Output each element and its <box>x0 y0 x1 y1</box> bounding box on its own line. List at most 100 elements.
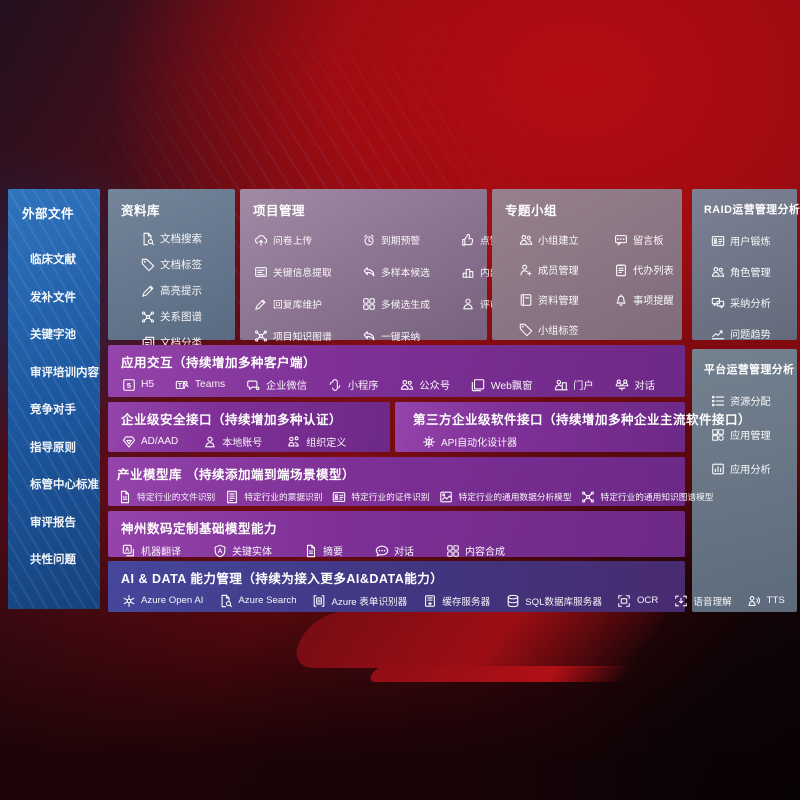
feature-label: 一键采纳 <box>381 331 421 343</box>
h5-icon: 5 <box>121 377 136 392</box>
group-feature: 事项提醒 <box>613 292 682 307</box>
puzzle-icon <box>361 296 376 311</box>
industry-model-row: 产业模型库 （持续添加端到端场景模型） 特定行业的文件识别 特定行业的票据识别 特定… <box>108 457 713 506</box>
red-emblem-shape <box>281 612 669 668</box>
ai-capability: Azure 表单识别器 <box>312 593 408 608</box>
feature-label: H5 <box>141 379 155 390</box>
translate-icon: A <box>121 543 136 558</box>
people-icon <box>518 232 533 247</box>
feature-label: 高亮提示 <box>160 285 202 297</box>
feature-label: 共性问题 <box>30 554 76 566</box>
id-card-icon <box>710 233 725 248</box>
feature-label: 关系图谱 <box>160 311 202 323</box>
industry-model: 特定行业的文件识别 <box>117 489 215 504</box>
feature-label: 特定行业的票据识别 <box>244 492 323 502</box>
pen-icon <box>253 296 268 311</box>
invoice-icon <box>224 489 239 504</box>
industry-model: 特定行业的票据识别 <box>224 489 322 504</box>
teams-icon: T <box>175 377 190 392</box>
feature-label: 缓存服务器 <box>442 596 491 608</box>
chat-people-icon <box>614 377 629 392</box>
feature-label: 文档搜索 <box>160 233 202 245</box>
swoosh-arrow-icon <box>361 328 376 343</box>
doc-search-icon <box>140 231 155 246</box>
feature-label: 用户锻炼 <box>730 237 771 248</box>
feature-label: 小组建立 <box>538 236 579 247</box>
feature-label: 问题趋势 <box>730 330 771 341</box>
feature-label: 对话 <box>394 547 414 558</box>
feature-label: 公众号 <box>419 381 451 392</box>
project-feature: 项目知识图谱 <box>253 328 350 343</box>
platform-feature: 应用管理 <box>710 427 797 442</box>
panel-title: 平台运营管理分析 <box>704 364 795 376</box>
list-icon <box>710 393 725 408</box>
repository-feature: 关系图谱 <box>140 309 235 324</box>
knowledge-graph-icon <box>140 309 155 324</box>
feature-label: 特定行业的文件识别 <box>137 492 216 502</box>
feature-label: 门户 <box>573 381 594 392</box>
project-feature: 问卷上传 <box>253 232 350 247</box>
platform-feature: 应用分析 <box>710 461 797 476</box>
base-model-capability: 对话 <box>374 543 414 558</box>
tag-icon <box>518 322 533 337</box>
wechat-work-icon <box>246 377 261 392</box>
cloud-upload-icon <box>253 232 268 247</box>
feature-label: 组织定义 <box>306 438 347 449</box>
feature-label: 语音理解 <box>693 596 732 608</box>
thirdparty-software-row: 第三方企业级软件接口（持续增加多种企业主流软件接口） API自动化设计器 <box>395 402 751 452</box>
tag-icon <box>140 257 155 272</box>
feature-label: Azure 表单识别器 <box>331 596 408 608</box>
raid-ops-analysis-panel: RAID运营管理分析 用户锻炼 角色管理 采纳分析 问题趋势 <box>692 189 800 341</box>
enterprise-security-row: 企业级安全接口（持续增加多种认证） AD/AAD 本地账号 组织定义 <box>108 402 390 452</box>
web-window-icon <box>471 377 486 392</box>
group-feature: 留言板 <box>613 232 682 247</box>
group-feature: 资料管理 <box>518 292 602 307</box>
feature-label: API自动化设计器 <box>441 438 518 449</box>
feature-label: Azure Search <box>238 595 297 606</box>
swoosh-arrow-icon <box>361 264 376 279</box>
alarm-icon <box>361 232 376 247</box>
people-icon <box>710 264 725 279</box>
feature-label: 特定行业的通用数据分析模型 <box>458 492 572 502</box>
miniprogram-icon <box>328 377 343 392</box>
shield-gem-icon <box>121 434 136 449</box>
auth-method: 本地账号 <box>202 434 262 449</box>
external-files-panel: 外部文件 临床文献 发补文件 关键字池 审评培训内容 竞争对手 指导原则 标管中心标准 审评报… <box>8 189 100 609</box>
digital-china-models-row: 神州数码定制基础模型能力 A 机器翻译 A 关键实体 摘要 对话 内容合成 <box>108 511 685 558</box>
feature-label: 项目知识图谱 <box>273 331 332 343</box>
repository-feature: 文档搜索 <box>140 231 235 246</box>
svg-text:A: A <box>217 547 222 554</box>
external-file-item: 临床文献 <box>30 251 100 267</box>
feature-label: 指导原则 <box>30 441 76 454</box>
row-title: AI & DATA 能力管理（持续为接入更多AI&DATA能力） <box>121 572 444 586</box>
client-channel: 小程序 <box>328 377 379 392</box>
id-card-icon <box>331 489 346 504</box>
group-feature: 代办列表 <box>613 262 682 277</box>
feature-label: 机器翻译 <box>141 547 181 558</box>
client-channel: 5 H5 <box>121 377 154 392</box>
base-model-capability: 内容合成 <box>445 543 505 558</box>
feature-label: 关键实体 <box>232 547 272 558</box>
ai-capability: Azure Search <box>218 593 297 608</box>
client-channel: 门户 <box>553 377 594 392</box>
external-file-item: 发补文件 <box>30 289 100 305</box>
knowledge-graph-icon <box>581 489 596 504</box>
panel-title: 项目管理 <box>253 204 306 218</box>
app-interaction-row: 应用交互（持续增加多种客户端） 5 H5 T Teams 企业微信 小程序 公众号 Web飘窗… <box>108 345 685 397</box>
client-channel: 公众号 <box>399 377 450 392</box>
ai-data-capability-row: AI & DATA 能力管理（持续为接入更多AI&DATA能力） Azure O… <box>108 561 785 612</box>
raid-feature: 采纳分析 <box>710 295 797 310</box>
feature-label: Teams <box>194 379 226 390</box>
trend-chart-icon <box>710 326 725 341</box>
external-file-item: 审评报告 <box>30 514 100 530</box>
database-icon <box>505 593 520 608</box>
feature-label: 资料管理 <box>538 296 579 307</box>
feature-label: 留言板 <box>633 236 664 247</box>
auth-method: 组织定义 <box>286 434 346 449</box>
highlighter-icon <box>140 283 155 298</box>
clipboard-icon <box>613 262 628 277</box>
feature-label: 成员管理 <box>538 266 579 277</box>
row-title: 企业级安全接口（持续增加多种认证） <box>121 413 343 427</box>
chat-bubble-icon <box>374 543 389 558</box>
group-feature: 成员管理 <box>518 262 602 277</box>
